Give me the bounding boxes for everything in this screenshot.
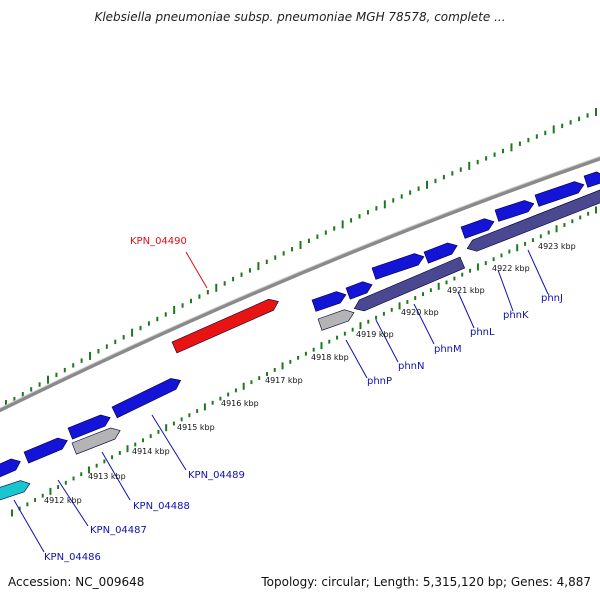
coordinate-label: 4912 kbp	[44, 496, 82, 505]
gene-feature[interactable]	[317, 309, 355, 331]
gene-label-phnj[interactable]: phnJ	[541, 293, 563, 304]
gene-feature-kpn-04486[interactable]	[0, 480, 31, 501]
coordinate-label: 4915 kbp	[177, 423, 215, 432]
map-labels: KPN_04486 KPN_04487 KPN_04488 KPN_04489 KPN_…	[44, 236, 576, 563]
gene-feature-kpn-04490[interactable]	[171, 298, 279, 354]
gene-feature-kpn-04488[interactable]	[71, 427, 121, 455]
leader-line	[457, 291, 475, 329]
gene-feature-operon[interactable]	[353, 256, 466, 312]
gene-label-kpn-04490[interactable]: KPN_04490	[130, 236, 187, 247]
gene-feature[interactable]	[583, 171, 600, 188]
leader-line	[527, 249, 549, 295]
gene-label-kpn-04487[interactable]: KPN_04487	[90, 525, 147, 536]
gene-label-kpn-04486[interactable]: KPN_04486	[44, 552, 101, 563]
leader-line	[413, 303, 435, 345]
outer-tick-track	[5, 108, 597, 408]
genome-backbone-highlight	[0, 155, 600, 409]
gene-feature[interactable]	[111, 378, 182, 419]
gene-feature-kpn-04489[interactable]	[67, 414, 111, 440]
genome-summary-text: Topology: circular; Length: 5,315,120 bp…	[261, 575, 591, 589]
map-title: Klebsiella pneumoniae subsp. pneumoniae …	[94, 10, 506, 24]
coordinate-label: 4916 kbp	[221, 399, 259, 408]
coordinate-label: 4914 kbp	[132, 447, 170, 456]
leader-line	[185, 251, 208, 289]
gene-label-kpn-04488[interactable]: KPN_04488	[133, 501, 190, 512]
gene-feature-phnl[interactable]	[423, 242, 458, 264]
leader-line	[13, 499, 45, 553]
gene-feature[interactable]	[23, 437, 68, 464]
coordinate-label: 4913 kbp	[88, 472, 126, 481]
gene-label-phnp[interactable]: phnP	[367, 376, 392, 387]
coordinate-label: 4921 kbp	[447, 286, 485, 295]
gene-feature[interactable]	[534, 181, 585, 207]
coordinate-label: 4918 kbp	[311, 353, 349, 362]
accession-text: Accession: NC_009648	[8, 575, 145, 589]
coordinate-label: 4922 kbp	[492, 264, 530, 273]
leader-line	[101, 451, 131, 501]
gene-feature-phnn[interactable]	[345, 281, 373, 300]
coordinate-label: 4919 kbp	[356, 330, 394, 339]
leader-line	[345, 339, 368, 379]
gene-feature-phnk[interactable]	[460, 218, 495, 239]
gene-feature[interactable]	[0, 458, 21, 478]
leader-line	[57, 479, 89, 527]
coordinate-label: 4923 kbp	[538, 242, 576, 251]
gene-feature-operon[interactable]	[466, 189, 600, 252]
label-leader-lines	[13, 249, 549, 553]
coordinate-label: 4917 kbp	[265, 376, 303, 385]
gene-label-kpn-04489[interactable]: KPN_04489	[188, 470, 245, 481]
leader-line	[151, 414, 187, 471]
gene-features[interactable]	[0, 171, 600, 501]
coordinate-label: 4920 kbp	[401, 308, 439, 317]
gene-feature-phnp[interactable]	[311, 291, 347, 312]
gene-label-phnl[interactable]: phnL	[470, 327, 495, 338]
genome-backbone	[0, 156, 600, 413]
gene-feature-phnj[interactable]	[494, 200, 535, 222]
gene-label-phnm[interactable]: phnM	[434, 344, 462, 355]
leader-line	[375, 319, 399, 363]
gene-label-phnk[interactable]: phnK	[503, 310, 529, 321]
gene-feature-phnm[interactable]	[371, 253, 425, 280]
gene-label-phnn[interactable]: phnN	[398, 361, 425, 372]
leader-line	[497, 269, 514, 312]
